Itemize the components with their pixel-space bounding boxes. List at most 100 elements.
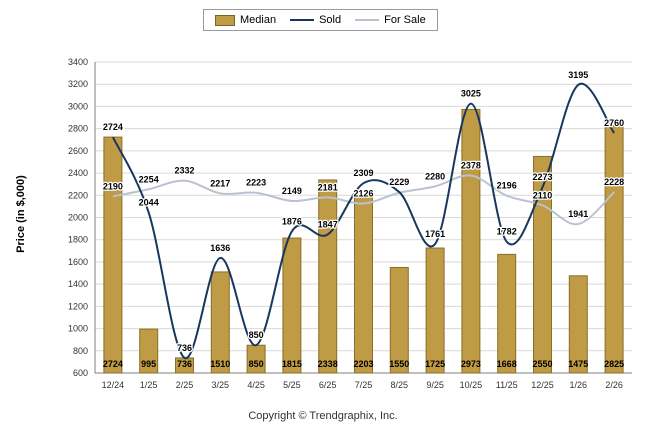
y-tick-label: 3000 [68, 101, 88, 111]
for-sale-value-label: 2254 [139, 174, 159, 184]
sold-value-label: 850 [249, 330, 264, 340]
median-value-label: 1668 [497, 359, 517, 369]
y-tick-label: 600 [73, 368, 88, 378]
median-value-label: 736 [177, 359, 192, 369]
median-value-label: 1475 [568, 359, 588, 369]
copyright-text: Copyright © Trendgraphix, Inc. [248, 410, 398, 422]
y-tick-label: 2200 [68, 190, 88, 200]
median-bar [210, 271, 230, 374]
median-value-label: 2203 [353, 359, 373, 369]
for-sale-value-label: 2280 [425, 171, 445, 181]
y-tick-label: 3400 [68, 57, 88, 67]
y-tick-label: 1600 [68, 257, 88, 267]
sold-value-label: 1761 [425, 229, 445, 239]
sold-value-label: 2760 [604, 118, 624, 128]
x-tick-label: 7/25 [355, 380, 373, 390]
sold-value-label: 1847 [318, 219, 338, 229]
median-bar [103, 136, 123, 374]
for-sale-value-label: 2378 [461, 161, 481, 171]
y-tick-label: 2400 [68, 168, 88, 178]
y-tick-label: 3200 [68, 79, 88, 89]
x-tick-label: 1/26 [570, 380, 588, 390]
median-bar [533, 155, 552, 374]
y-tick-label: 1200 [68, 301, 88, 311]
for-sale-value-label: 2149 [282, 186, 302, 196]
sold-value-label: 3195 [568, 70, 588, 80]
sold-value-label: 2044 [139, 198, 159, 208]
y-tick-label: 800 [73, 346, 88, 356]
median-bar [425, 247, 445, 374]
median-bar [354, 194, 373, 374]
sold-value-label: 2309 [353, 168, 373, 178]
y-tick-label: 2600 [68, 146, 88, 156]
x-tick-label: 1/25 [140, 380, 158, 390]
median-bar [139, 328, 159, 374]
median-bar [461, 108, 481, 374]
sold-value-label: 2229 [389, 177, 409, 187]
legend-label: Median [240, 14, 277, 26]
median-value-label: 850 [249, 359, 264, 369]
y-tick-label: 2000 [68, 213, 88, 223]
y-tick-label: 1400 [68, 279, 88, 289]
for-sale-value-label: 2196 [497, 181, 517, 191]
median-bar [568, 275, 588, 374]
median-value-label: 1550 [389, 359, 409, 369]
for-sale-value-label: 1941 [568, 209, 588, 219]
legend-item-for-sale: For Sale [355, 14, 426, 26]
bar-swatch-icon [215, 14, 235, 26]
line-swatch-icon [290, 19, 315, 21]
for-sale-line [112, 174, 615, 226]
x-tick-label: 8/25 [391, 380, 409, 390]
x-tick-label: 12/24 [102, 380, 125, 390]
line-swatch-icon [355, 19, 380, 21]
for-sale-value-label: 2332 [174, 166, 194, 176]
median-value-label: 2338 [318, 359, 338, 369]
legend-item-median: Median [215, 14, 276, 26]
y-tick-label: 1800 [68, 235, 88, 245]
for-sale-value-label: 2217 [210, 178, 230, 188]
x-tick-label: 12/25 [531, 380, 554, 390]
sold-value-label: 1782 [497, 227, 517, 237]
for-sale-value-label: 2126 [353, 189, 373, 199]
sold-value-label: 1876 [282, 216, 302, 226]
y-tick-label: 1000 [68, 324, 88, 334]
for-sale-value-label: 2223 [246, 178, 266, 188]
for-sale-value-label: 2190 [103, 181, 123, 191]
x-tick-label: 5/25 [283, 380, 301, 390]
legend: Median Sold For Sale [203, 9, 438, 31]
x-tick-label: 2/26 [605, 380, 623, 390]
median-value-label: 2550 [532, 359, 552, 369]
median-bar [389, 266, 409, 374]
legend-label: For Sale [384, 14, 426, 26]
for-sale-value-label: 2223 [389, 178, 409, 188]
x-tick-label: 10/25 [460, 380, 483, 390]
sold-value-label: 3025 [461, 89, 481, 99]
sold-value-label: 2273 [532, 172, 552, 182]
legend-item-sold: Sold [290, 14, 341, 26]
sold-value-label: 736 [177, 343, 192, 353]
for-sale-value-label: 2110 [533, 190, 553, 200]
median-value-label: 2825 [604, 359, 624, 369]
y-axis-title: Price (in $,000) [15, 175, 27, 253]
median-bar [604, 125, 624, 374]
median-value-label: 2724 [103, 359, 123, 369]
for-sale-value-label: 2228 [604, 177, 624, 187]
median-bar [318, 179, 338, 374]
x-tick-label: 11/25 [496, 380, 518, 390]
for-sale-value-label: 2181 [318, 182, 338, 192]
median-value-label: 1815 [282, 359, 302, 369]
x-tick-label: 4/25 [247, 380, 265, 390]
x-tick-label: 6/25 [319, 380, 337, 390]
x-tick-label: 9/25 [426, 380, 444, 390]
median-bar [497, 253, 517, 374]
sold-value-label: 2724 [103, 122, 123, 132]
legend-label: Sold [319, 14, 342, 26]
median-bar [282, 237, 302, 374]
median-value-label: 1510 [210, 359, 230, 369]
x-tick-label: 2/25 [176, 380, 194, 390]
sold-line [111, 82, 615, 359]
x-tick-label: 3/25 [212, 380, 230, 390]
sold-value-label: 1636 [210, 243, 230, 253]
